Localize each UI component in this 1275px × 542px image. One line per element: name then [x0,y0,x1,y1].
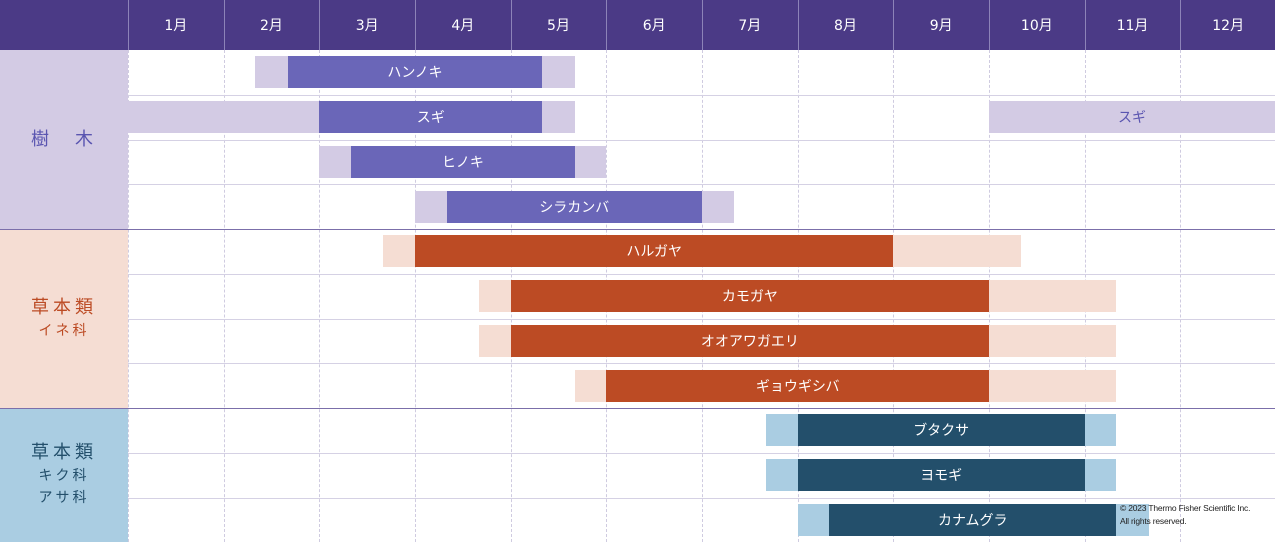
row-divider [128,498,1275,499]
header-divider-11 [1085,0,1086,50]
group-subtitle-3-1: キク科 [38,468,90,485]
bar-label: ブタクサ [913,423,970,440]
bar-season-peak [319,101,543,134]
month-gridline-4 [415,50,416,542]
header-divider-3 [319,0,320,50]
month-header-1: 1月 [128,0,224,50]
copyright-notice: © 2023 Thermo Fisher Scientific Inc. All… [1120,502,1250,528]
bar-label: ハンノキ [387,65,443,82]
header-divider-7 [702,0,703,50]
row-divider [128,140,1275,141]
bar-label: ヨモギ [920,468,963,485]
bar-season-peak [829,503,1117,536]
header-divider-5 [511,0,512,50]
group-label-bg-2 [0,229,128,408]
bar-season-light [989,101,1275,134]
header-divider-1 [128,0,129,50]
bar-label: オオアワガエリ [700,333,799,350]
group-subtitle-3-2: アサ科 [38,490,90,507]
bar-season-peak [797,414,1085,447]
bar-season-peak [415,235,894,268]
bar-label: スギ [416,110,445,127]
group-label-1: 樹 木 [0,50,128,229]
group-subtitle-2-1: イネ科 [38,322,90,339]
bar-label: ギョウギシバ [755,378,840,395]
header-divider-10 [989,0,990,50]
row-divider [128,274,1275,275]
month-header-4: 4月 [415,0,511,50]
bar-season-peak [446,190,703,223]
month-header-5: 5月 [510,0,607,50]
bar-label: カモガヤ [721,289,778,306]
header-corner [0,0,128,50]
bar-season-peak [510,324,990,357]
row-divider [128,95,1275,96]
month-header-11: 11月 [1084,0,1181,50]
header-divider-6 [606,0,607,50]
month-header-12: 12月 [1180,0,1275,50]
header-divider-2 [224,0,225,50]
group-divider-2 [0,408,1275,409]
group-label-2: 草本類 イネ科 [0,229,128,408]
row-divider [128,453,1275,454]
row-divider [128,184,1275,185]
month-gridline-2 [224,50,225,542]
group-title-1: 樹 木 [31,128,97,150]
month-header-3: 3月 [319,0,415,50]
row-divider [128,363,1275,364]
group-label-bg-1 [0,50,128,229]
bar-season-peak [350,145,575,178]
bar-season-peak [606,369,990,402]
bar-label: ハルガヤ [626,244,682,261]
month-gridline-3 [319,50,320,542]
bar-season-peak [510,280,990,313]
group-title-3: 草本類 [31,442,97,464]
bar-season-peak [287,56,543,89]
copyright-line-1: © 2023 Thermo Fisher Scientific Inc. [1120,503,1251,513]
bar-label: カナムグラ [937,512,1008,529]
month-gridline-12 [1180,50,1181,542]
group-label-3: 草本類 キク科 アサ科 [0,408,128,542]
bar-label: シラカンバ [539,199,610,216]
bar-season-peak [797,459,1085,492]
header-divider-12 [1180,0,1181,50]
month-header-6: 6月 [606,0,702,50]
header-divider-8 [798,0,799,50]
month-header-7: 7月 [702,0,798,50]
month-header-2: 2月 [223,0,320,50]
bar-label-extra: スギ [1118,110,1146,127]
month-header-8: 8月 [797,0,894,50]
month-header-9: 9月 [893,0,990,50]
row-divider [128,319,1275,320]
group-divider-1 [0,229,1275,230]
group-label-bg-3 [0,408,128,542]
month-gridline-1 [128,50,129,542]
header-divider-9 [893,0,894,50]
month-header-10: 10月 [989,0,1085,50]
header-divider-4 [415,0,416,50]
bar-label: ヒノキ [441,154,484,171]
copyright-line-2: All rights reserved. [1120,516,1187,526]
group-title-2: 草本類 [31,296,97,318]
